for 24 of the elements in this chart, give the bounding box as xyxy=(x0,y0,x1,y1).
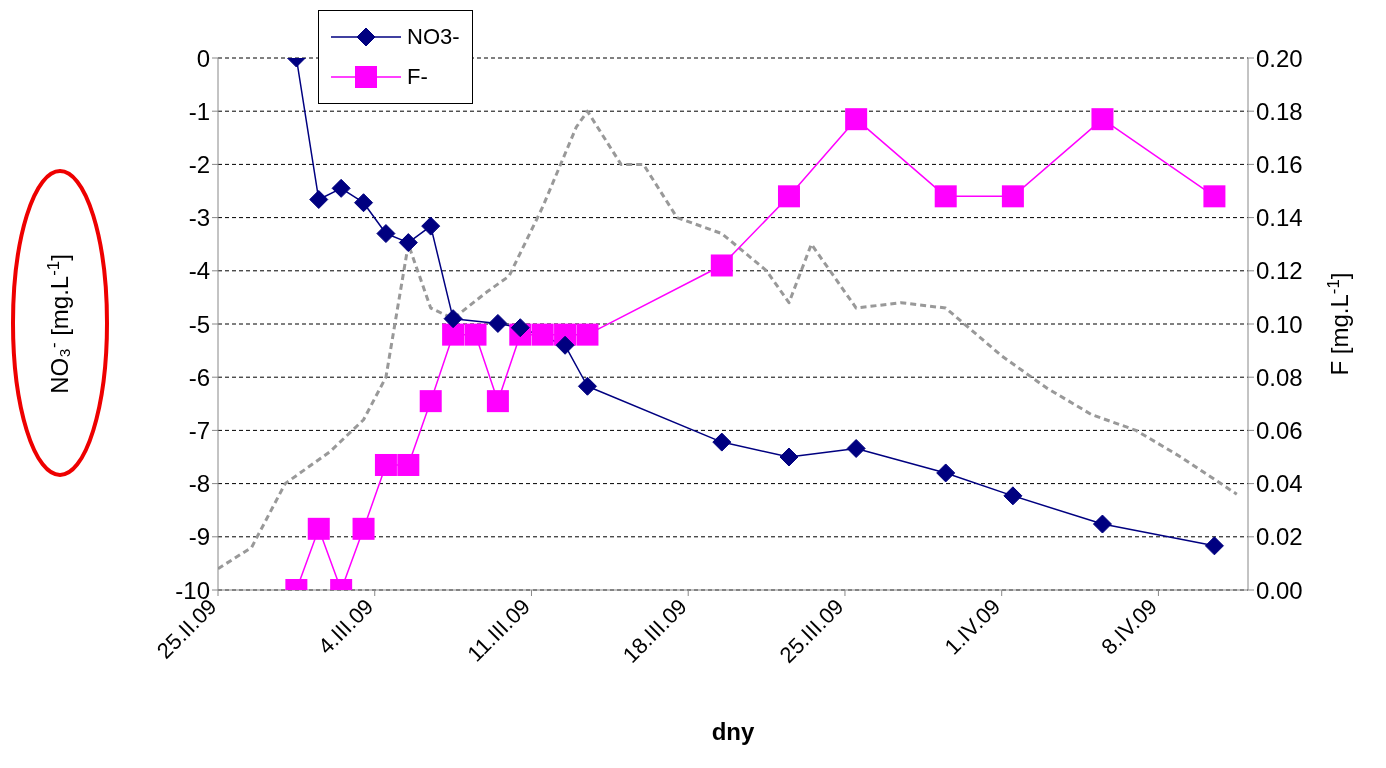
y2-tick-label: 0.02 xyxy=(1256,523,1303,551)
y2-tick-label: 0.00 xyxy=(1256,576,1303,604)
y2-tick-label: 0.04 xyxy=(1256,470,1303,498)
y2-tick-label: 0.12 xyxy=(1256,257,1303,285)
y2-tick-label: 0.10 xyxy=(1256,310,1303,338)
x-axis-title: dny xyxy=(711,718,755,745)
y-tick-label: -7 xyxy=(188,416,210,444)
y-tick-label: -2 xyxy=(188,150,210,178)
y-tick-label: -6 xyxy=(188,363,210,391)
y-tick-label: -8 xyxy=(188,470,210,498)
legend-label: NO3- xyxy=(407,24,460,50)
y-tick-label: -5 xyxy=(188,310,210,338)
y2-tick-label: 0.18 xyxy=(1256,97,1303,125)
y2-tick-label: 0.16 xyxy=(1256,150,1303,178)
y-tick-label: -1 xyxy=(188,97,210,125)
y-tick-label: 0 xyxy=(196,44,210,72)
y2-tick-label: 0.08 xyxy=(1256,363,1303,391)
y-tick-label: -3 xyxy=(188,204,210,232)
y2-tick-label: 0.14 xyxy=(1256,204,1303,232)
y2-tick-label: 0.20 xyxy=(1256,44,1303,72)
y2-tick-label: 0.06 xyxy=(1256,416,1303,444)
y-tick-label: -4 xyxy=(188,257,210,285)
y-tick-label: -9 xyxy=(188,523,210,551)
legend-label: F- xyxy=(407,64,428,90)
